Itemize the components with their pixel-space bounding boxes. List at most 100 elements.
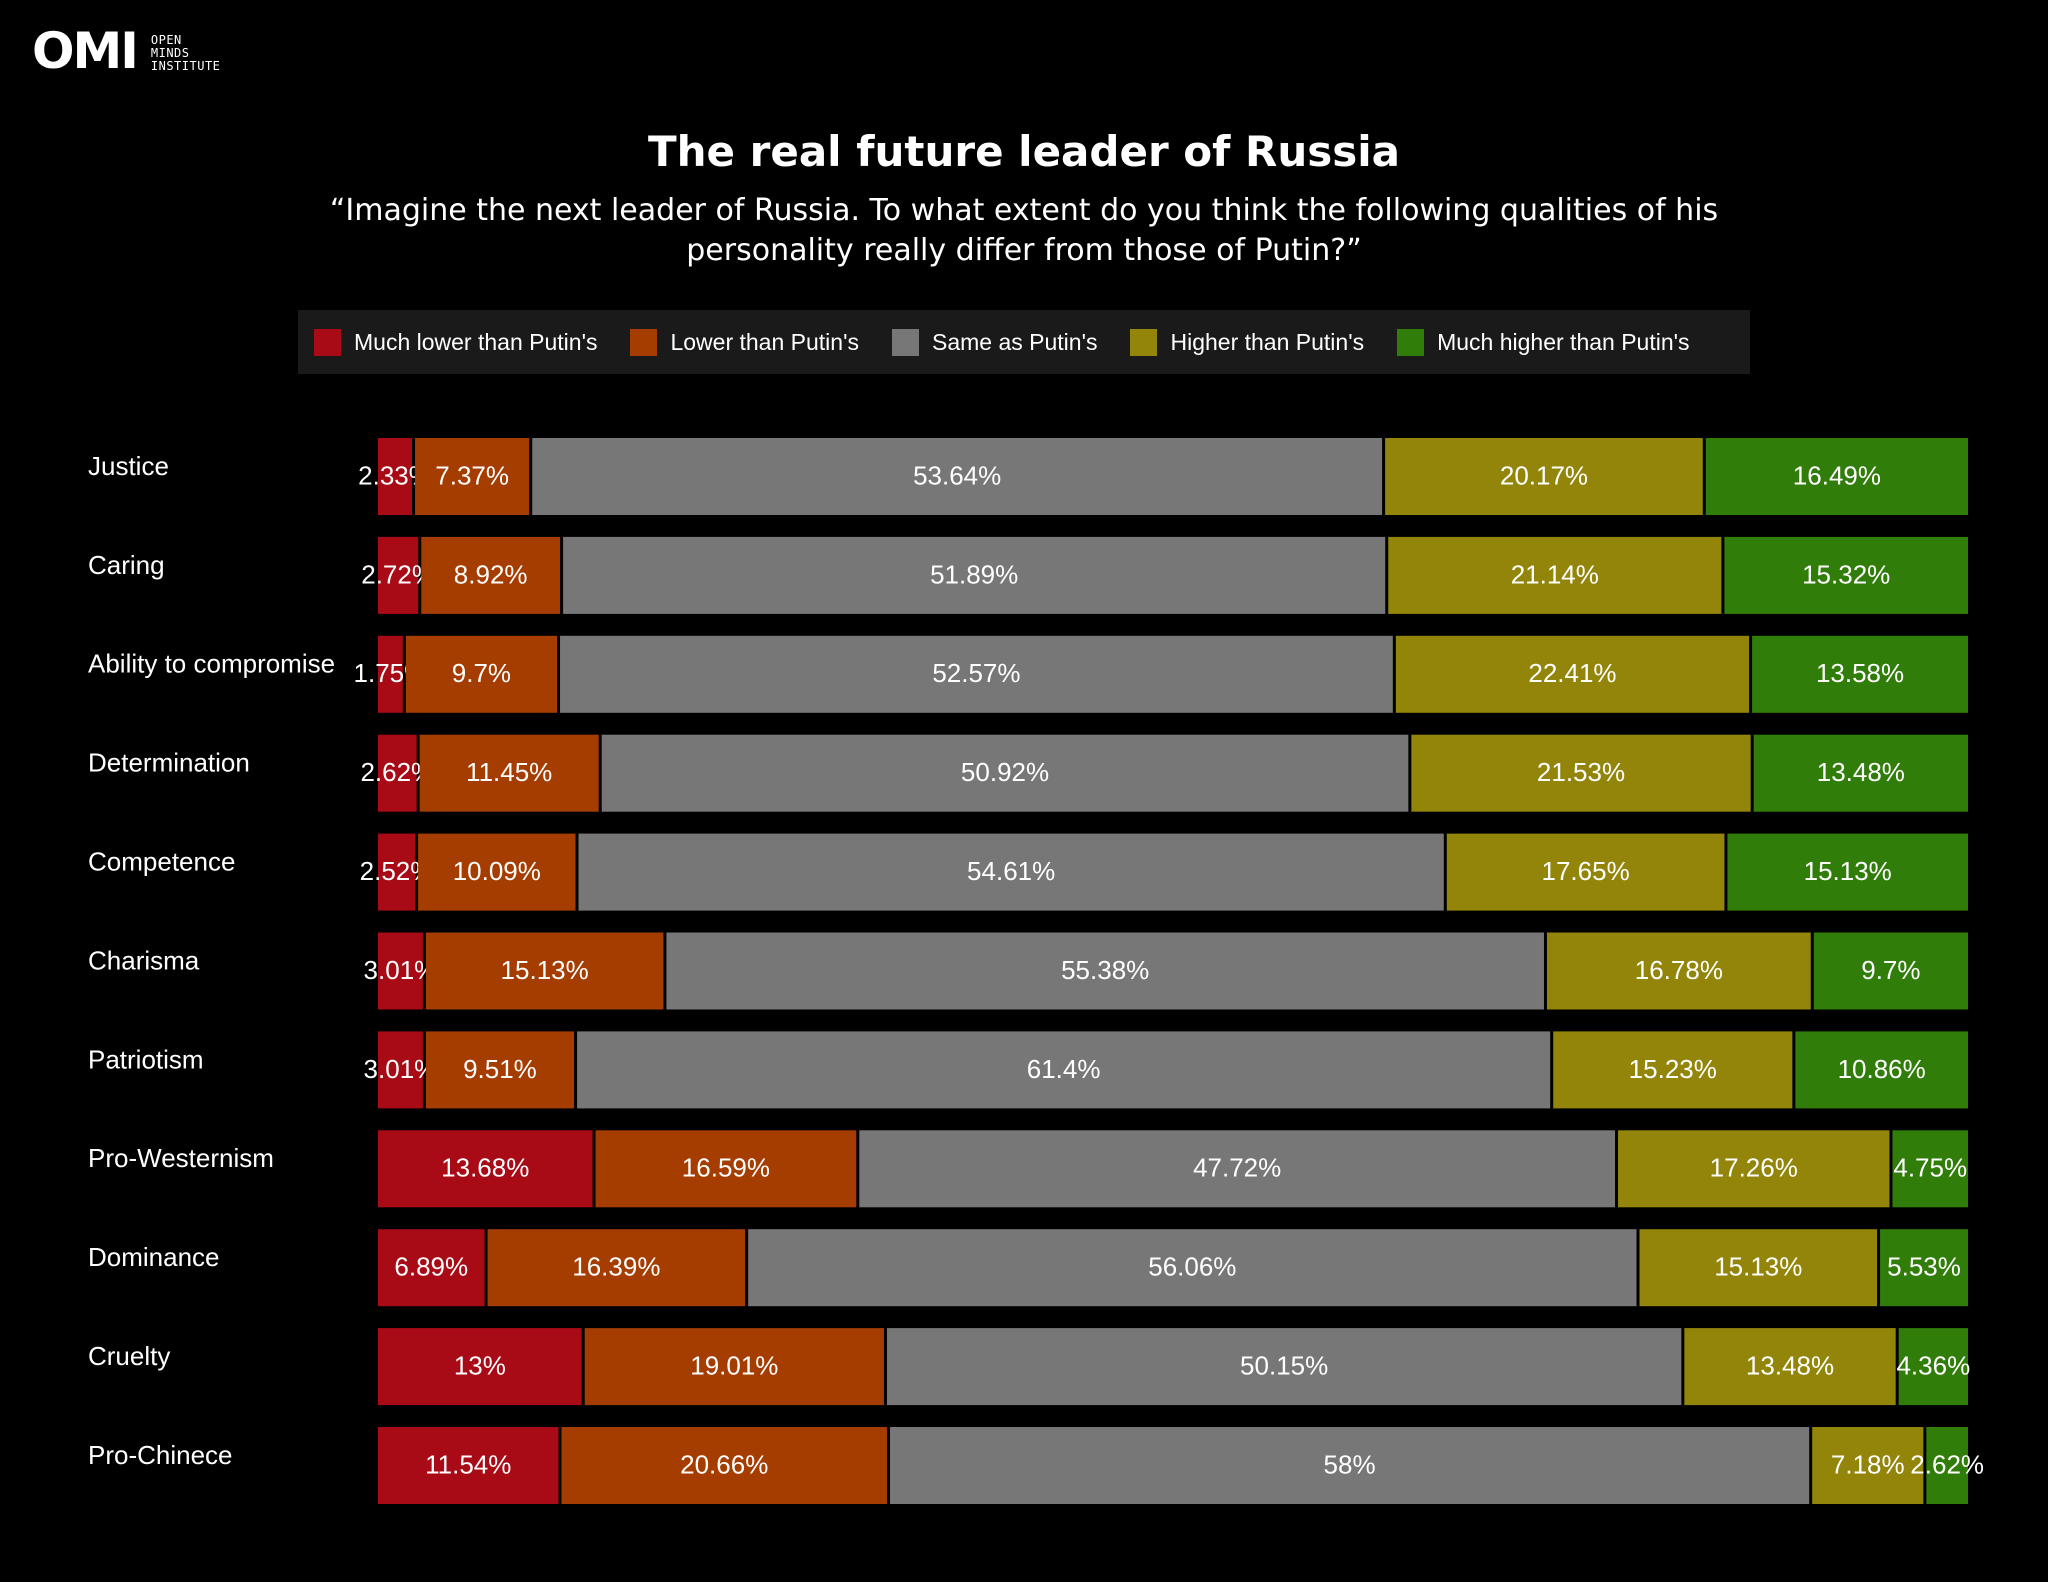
bar-segment bbox=[419, 734, 599, 812]
legend-swatch bbox=[891, 328, 919, 356]
bar-segment bbox=[560, 635, 1393, 713]
bar-segment bbox=[1795, 1031, 1968, 1109]
bar-segment bbox=[487, 1229, 746, 1307]
bar-segment bbox=[1705, 438, 1968, 515]
data-label: 58% bbox=[1324, 1449, 1376, 1479]
category-label: Determination bbox=[88, 748, 250, 778]
logo-text: OPEN MINDS INSTITUTE bbox=[150, 32, 221, 73]
data-label: 4.36% bbox=[1896, 1350, 1970, 1380]
bar-segment bbox=[1727, 833, 1968, 911]
data-label: 10.86% bbox=[1838, 1054, 1926, 1084]
legend-label: Same as Putin's bbox=[931, 328, 1098, 355]
data-label: 13.48% bbox=[1746, 1350, 1834, 1380]
bar-segment bbox=[561, 1427, 887, 1504]
bar-segment bbox=[1812, 1427, 1924, 1504]
bar-segment bbox=[563, 536, 1386, 614]
data-label: 11.45% bbox=[466, 757, 552, 787]
data-label: 15.23% bbox=[1629, 1054, 1717, 1084]
category-label: Patriotism bbox=[88, 1044, 204, 1074]
bar-segment bbox=[1411, 734, 1751, 812]
category-label: Caring bbox=[88, 550, 165, 580]
data-label: 2.62% bbox=[1910, 1449, 1984, 1479]
data-label: 55.38% bbox=[1061, 955, 1149, 985]
data-label: 17.65% bbox=[1542, 856, 1630, 886]
logo-line: OPEN bbox=[150, 32, 182, 47]
data-label: 16.39% bbox=[572, 1252, 660, 1282]
data-label: 9.7% bbox=[452, 658, 511, 688]
bar-segment bbox=[1898, 1328, 1968, 1406]
data-label: 15.13% bbox=[501, 955, 589, 985]
data-label: 13.68% bbox=[441, 1153, 529, 1183]
omi-logo: OMI OPEN MINDS INSTITUTE bbox=[32, 26, 220, 76]
bar-segment bbox=[1892, 1130, 1968, 1208]
legend-item: Much higher than Putin's bbox=[1397, 328, 1690, 356]
data-label: 9.51% bbox=[463, 1054, 537, 1084]
logo-line: MINDS bbox=[150, 45, 190, 60]
bar-segment bbox=[378, 734, 417, 812]
legend-item: Same as Putin's bbox=[891, 328, 1098, 356]
bar-segment bbox=[748, 1229, 1637, 1307]
bar-segment bbox=[378, 1031, 423, 1109]
bar-segment bbox=[1813, 932, 1968, 1010]
chart-subtitle: “Imagine the next leader of Russia. To w… bbox=[329, 193, 1719, 268]
data-label: 3.01% bbox=[364, 955, 438, 985]
bar-segment bbox=[1553, 1031, 1793, 1109]
bar-segment bbox=[886, 1328, 1682, 1406]
bar-segment bbox=[1752, 635, 1968, 713]
data-label: 54.61% bbox=[967, 856, 1055, 886]
bar-segment bbox=[584, 1328, 884, 1406]
data-label: 7.37% bbox=[435, 460, 509, 490]
bar-segment bbox=[418, 833, 576, 911]
data-label: 15.13% bbox=[1804, 856, 1892, 886]
bar-segment bbox=[601, 734, 1409, 812]
bar-segment bbox=[1395, 635, 1750, 713]
category-label: Competence bbox=[88, 846, 235, 876]
data-label: 16.49% bbox=[1793, 460, 1881, 490]
bar-segment bbox=[1684, 1328, 1896, 1406]
data-label: 17.26% bbox=[1710, 1153, 1798, 1183]
data-label: 15.32% bbox=[1802, 559, 1890, 589]
data-label: 16.59% bbox=[682, 1153, 770, 1183]
data-label: 50.15% bbox=[1240, 1350, 1328, 1380]
category-label: Justice bbox=[88, 451, 169, 481]
data-label: 21.14% bbox=[1511, 559, 1599, 589]
legend-item: Lower than Putin's bbox=[630, 328, 859, 356]
bar-segment bbox=[1880, 1229, 1968, 1307]
bar-segment bbox=[378, 438, 413, 515]
data-label: 22.41% bbox=[1528, 658, 1616, 688]
logo-line: INSTITUTE bbox=[150, 58, 221, 73]
logo-mark: OMI bbox=[32, 22, 139, 80]
bar-segment bbox=[1926, 1427, 1968, 1504]
category-label: Pro-Westernism bbox=[88, 1143, 274, 1173]
bar-segment bbox=[577, 1031, 1551, 1109]
bar-segment bbox=[378, 1328, 582, 1406]
data-label: 9.7% bbox=[1861, 955, 1920, 985]
category-label: Pro-Chinece bbox=[88, 1440, 233, 1470]
category-label: Cruelty bbox=[88, 1341, 170, 1371]
data-label: 47.72% bbox=[1193, 1153, 1281, 1183]
bar-segment bbox=[425, 1031, 575, 1109]
bar-segment bbox=[595, 1130, 857, 1208]
bar-segment bbox=[1446, 833, 1725, 911]
data-label: 56.06% bbox=[1148, 1252, 1236, 1282]
category-label: Ability to compromise bbox=[88, 649, 335, 679]
data-label: 53.64% bbox=[913, 460, 1001, 490]
data-label: 7.18% bbox=[1831, 1449, 1905, 1479]
bar-segment bbox=[425, 932, 664, 1010]
bar-segment bbox=[1724, 536, 1968, 614]
data-label: 5.53% bbox=[1887, 1252, 1961, 1282]
data-label: 50.92% bbox=[961, 757, 1049, 787]
bar-segment bbox=[378, 1130, 593, 1208]
data-label: 13.48% bbox=[1817, 757, 1905, 787]
data-label: 20.17% bbox=[1500, 460, 1588, 490]
bar-segment bbox=[378, 635, 403, 713]
bar-segment bbox=[1618, 1130, 1890, 1208]
legend-label: Lower than Putin's bbox=[670, 328, 859, 355]
bar-segment bbox=[421, 536, 561, 614]
data-label: 10.09% bbox=[453, 856, 541, 886]
bar-segment bbox=[1388, 536, 1722, 614]
legend-swatch bbox=[1397, 328, 1425, 356]
data-label: 8.92% bbox=[454, 559, 528, 589]
bar-segment bbox=[889, 1427, 1810, 1504]
